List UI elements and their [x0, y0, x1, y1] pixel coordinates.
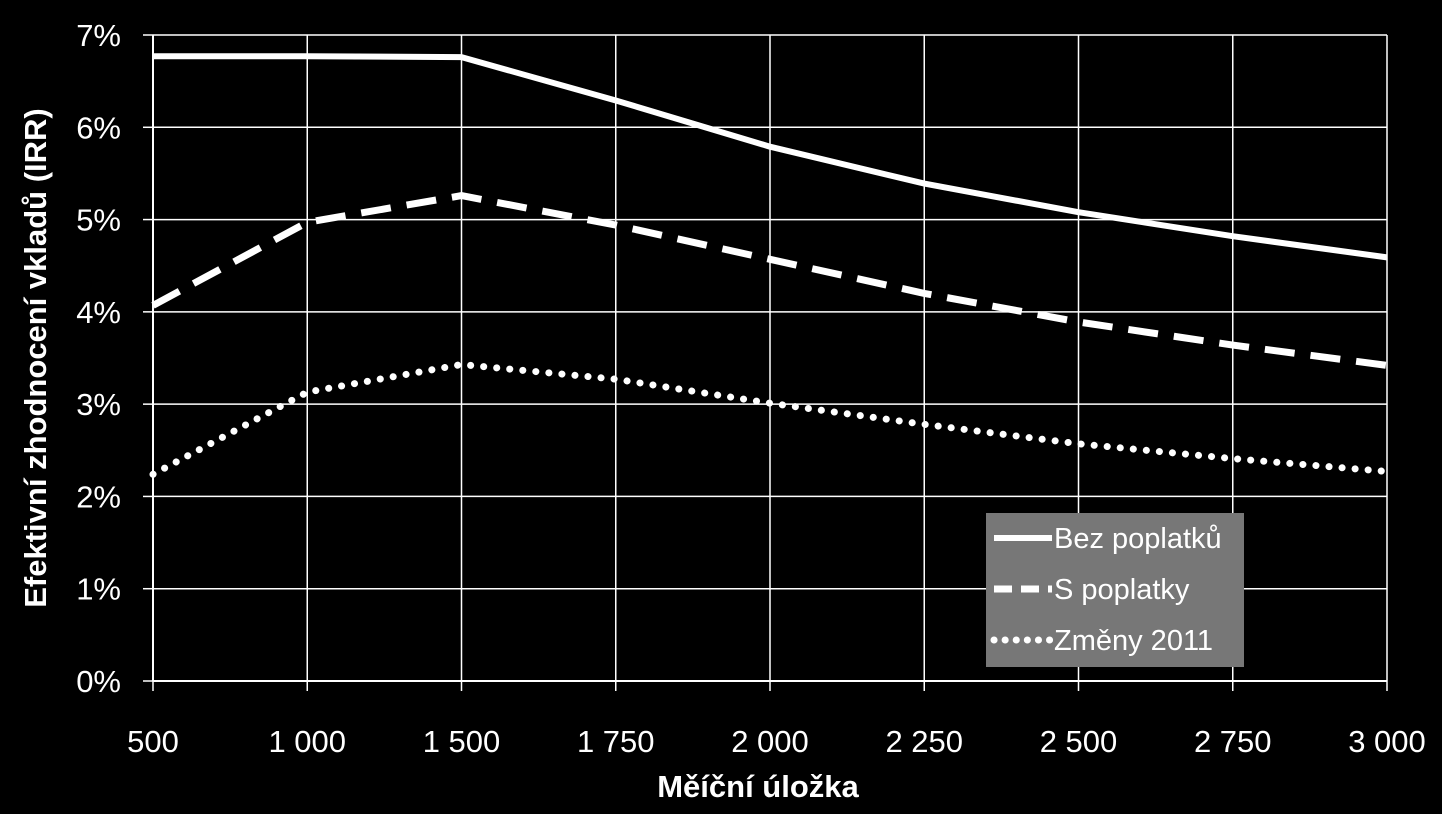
series-line-3 — [149, 361, 1391, 478]
legend-label-2: S poplatky — [1054, 574, 1190, 606]
series-lines — [149, 53, 1391, 478]
y-tick-label: 6% — [76, 110, 121, 145]
x-tick-label: 500 — [127, 724, 179, 759]
legend-label-3: Změny 2011 — [1054, 625, 1213, 657]
x-tick-label: 3 000 — [1348, 724, 1426, 759]
y-tick-label: 7% — [76, 18, 121, 53]
x-tick-label: 2 250 — [885, 724, 963, 759]
x-tick-label: 1 500 — [423, 724, 501, 759]
x-tick-label: 2 000 — [731, 724, 809, 759]
axes: 0% 1% 2% 3% 4% 5% 6% 7% 500 1 000 1 500 1 750 2 000 2… — [76, 18, 1426, 759]
series-line-2 — [151, 192, 1388, 369]
x-tick-label: 2 750 — [1194, 724, 1272, 759]
y-tick-label: 0% — [76, 664, 121, 699]
legend: Bez poplatků S poplatky Změny 2011 — [986, 513, 1244, 667]
gridlines — [152, 34, 1388, 682]
legend-label-1: Bez poplatků — [1054, 523, 1222, 555]
series-line-1 — [153, 53, 1388, 261]
y-tick-label: 2% — [76, 479, 121, 514]
y-axis-title: Efektivní zhodnocení vkladů (IRR) — [18, 108, 53, 608]
x-tick-label: 1 750 — [577, 724, 655, 759]
y-tick-label: 3% — [76, 387, 121, 422]
x-axis-title: Měíční úložka — [657, 769, 859, 804]
x-tick-label: 2 500 — [1040, 724, 1118, 759]
y-tick-label: 4% — [76, 295, 121, 330]
y-tick-label: 1% — [76, 572, 121, 607]
x-tick-label: 1 000 — [268, 724, 346, 759]
y-tick-label: 5% — [76, 203, 121, 238]
